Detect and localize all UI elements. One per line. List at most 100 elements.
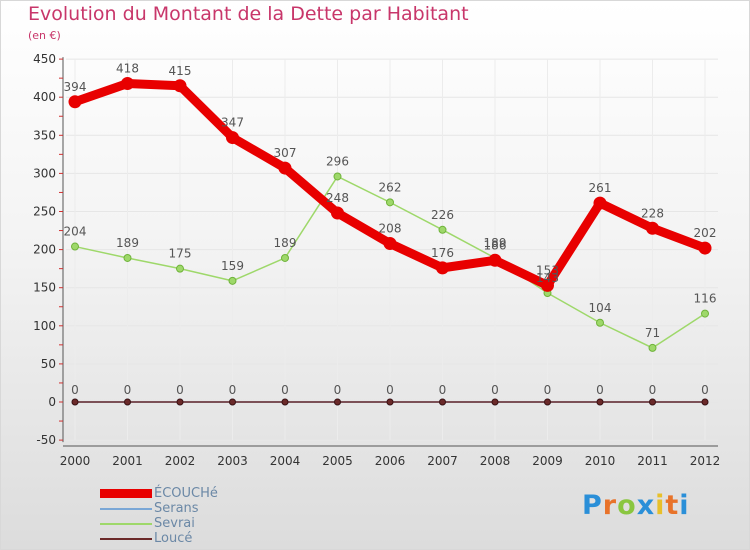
data-label-Sevrai: 189 (484, 236, 507, 250)
y-tick-label: 0 (48, 395, 56, 409)
data-point-Loucé (334, 398, 341, 406)
data-point-Sevrai (438, 225, 447, 234)
data-label-ÉCOUCHé: 418 (116, 61, 139, 75)
data-point-ÉCOUCHé (121, 76, 134, 90)
logo-letter: x (636, 490, 656, 521)
x-tick-label: 2003 (217, 454, 248, 468)
x-tick-label: 2010 (585, 454, 616, 468)
x-tick-label: 2006 (375, 454, 406, 468)
data-point-Loucé (491, 398, 499, 406)
data-point-Loucé (649, 398, 656, 406)
logo-letter: r (602, 490, 618, 521)
data-label-Sevrai: 116 (694, 292, 717, 306)
x-tick-label: 2012 (690, 454, 721, 468)
x-tick-label: 2001 (112, 454, 143, 468)
data-label-ÉCOUCHé: 186 (484, 238, 507, 252)
data-label-Sevrai: 189 (274, 236, 297, 250)
data-label-Loucé: 0 (176, 383, 184, 397)
legend-label: ÉCOUCHé (154, 486, 218, 501)
y-tick-label: 50 (41, 357, 56, 371)
logo-letter: i (679, 490, 690, 521)
x-tick-label: 2007 (427, 454, 458, 468)
legend-label: Sevrai (154, 516, 195, 531)
data-point-ÉCOUCHé (383, 237, 397, 251)
data-point-ÉCOUCHé (698, 241, 712, 255)
data-point-Loucé (229, 398, 236, 406)
data-point-Loucé (386, 398, 394, 406)
data-label-Loucé: 0 (649, 383, 657, 397)
data-point-Sevrai (701, 309, 709, 318)
data-label-Sevrai: 262 (379, 180, 402, 194)
data-point-ÉCOUCHé (68, 95, 82, 109)
legend-swatch (100, 507, 152, 510)
legend-item-Serans: Serans (100, 501, 218, 516)
data-label-Loucé: 0 (229, 383, 237, 397)
data-point-Sevrai (648, 343, 657, 352)
y-tick-label: 150 (33, 281, 56, 295)
data-label-Sevrai: 175 (169, 247, 192, 261)
data-point-ÉCOUCHé (488, 253, 502, 267)
legend-label: Serans (154, 501, 199, 516)
legend-item-ÉCOUCHé: ÉCOUCHé (100, 486, 218, 501)
data-label-Sevrai: 204 (64, 225, 87, 239)
proxiti-logo: Proxiti (582, 490, 690, 521)
data-point-Loucé (439, 398, 446, 406)
data-label-ÉCOUCHé: 347 (221, 116, 244, 130)
x-tick-label: 2011 (637, 454, 668, 468)
data-label-ÉCOUCHé: 394 (64, 80, 87, 94)
data-label-Sevrai: 71 (645, 326, 660, 340)
unit-label: (en €) (28, 29, 61, 42)
data-label-Loucé: 0 (544, 383, 552, 397)
data-point-ÉCOUCHé (646, 221, 659, 235)
legend-item-Loucé: Loucé (100, 531, 218, 546)
data-point-Loucé (71, 398, 79, 406)
x-tick-label: 2004 (270, 454, 301, 468)
data-label-Loucé: 0 (701, 383, 709, 397)
data-point-Sevrai (71, 242, 79, 251)
y-tick-label: 200 (33, 243, 56, 257)
data-point-Loucé (176, 398, 184, 406)
data-label-ÉCOUCHé: 261 (589, 181, 612, 195)
logo-letter: P (582, 490, 603, 521)
y-tick-label: 300 (33, 166, 56, 180)
data-label-Loucé: 0 (124, 383, 132, 397)
logo-letter: i (655, 490, 666, 521)
x-tick-label: 2000 (60, 454, 91, 468)
data-point-ÉCOUCHé (331, 206, 344, 220)
legend-swatch (100, 489, 152, 498)
data-label-Sevrai: 159 (221, 259, 244, 273)
data-point-Loucé (281, 398, 289, 406)
legend-swatch (100, 537, 152, 540)
chart-title: Evolution du Montant de la Dette par Hab… (28, 3, 469, 25)
data-point-Sevrai (228, 276, 237, 285)
y-tick-label: 450 (33, 52, 56, 66)
data-label-ÉCOUCHé: 176 (431, 246, 454, 260)
x-tick-label: 2009 (532, 454, 563, 468)
data-label-Loucé: 0 (71, 383, 79, 397)
data-point-ÉCOUCHé (436, 261, 449, 275)
data-point-Loucé (124, 398, 131, 406)
data-point-Sevrai (386, 198, 394, 207)
x-tick-label: 2008 (480, 454, 511, 468)
legend: ÉCOUCHé Serans Sevrai Loucé (100, 486, 218, 546)
x-tick-label: 2002 (165, 454, 196, 468)
data-point-Sevrai (333, 172, 342, 181)
data-point-ÉCOUCHé (541, 278, 554, 292)
data-label-Loucé: 0 (281, 383, 289, 397)
data-label-Sevrai: 104 (589, 301, 612, 315)
data-point-Sevrai (596, 318, 604, 327)
data-label-Loucé: 0 (491, 383, 499, 397)
y-tick-label: 350 (33, 128, 56, 142)
data-point-ÉCOUCHé (278, 161, 292, 175)
data-label-Sevrai: 226 (431, 208, 454, 222)
data-point-Sevrai (176, 264, 184, 273)
data-point-ÉCOUCHé (226, 131, 239, 145)
data-label-Sevrai: 296 (326, 154, 349, 168)
data-label-ÉCOUCHé: 202 (694, 226, 717, 240)
data-label-ÉCOUCHé: 228 (641, 206, 664, 220)
legend-label: Loucé (154, 531, 193, 546)
data-label-ÉCOUCHé: 208 (379, 222, 402, 236)
data-label-Loucé: 0 (439, 383, 447, 397)
